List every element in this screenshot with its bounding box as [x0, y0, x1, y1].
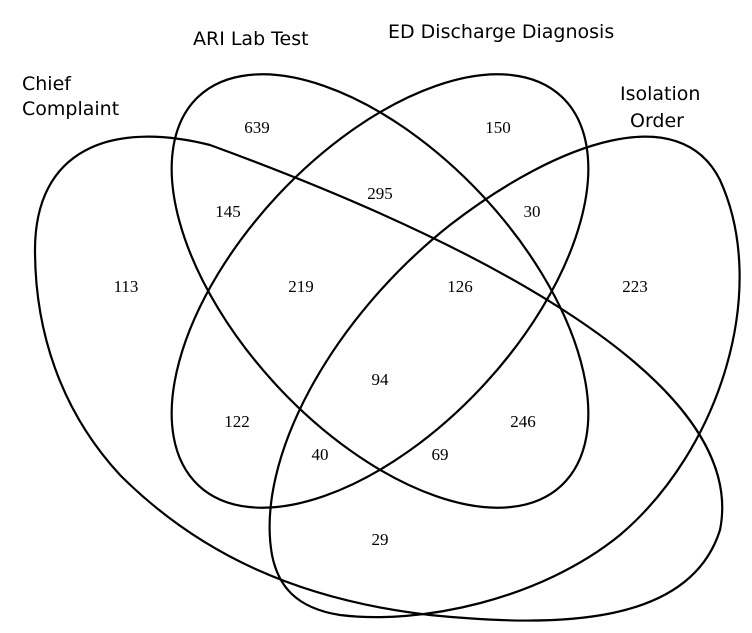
count-cc-iso: 29: [372, 530, 389, 549]
label-ed-discharge-diagnosis: ED Discharge Diagnosis: [388, 21, 614, 43]
ellipse-chief-complaint: [33, 135, 724, 622]
count-cc-lab-ed: 219: [288, 277, 314, 296]
count-all-four: 94: [372, 370, 390, 389]
count-cc-ed-iso: 40: [312, 445, 329, 464]
count-lab-only: 639: [244, 118, 270, 137]
ellipse-ed-discharge-diagnosis: [170, 73, 590, 509]
ellipse-ari-lab-test: [170, 73, 590, 509]
label-ari-lab-test-line1: ARI Lab Test: [193, 28, 309, 50]
count-lab-ed: 295: [367, 184, 393, 203]
count-cc-lab-iso: 69: [432, 445, 449, 464]
label-isolation-order-line2: Order: [630, 110, 684, 132]
count-lab-ed-iso: 126: [447, 277, 473, 296]
count-cc-ed: 122: [224, 412, 250, 431]
label-chief-complaint-line2: Complaint: [22, 98, 119, 120]
label-isolation-order: Isolation Order: [620, 83, 707, 132]
ellipse-isolation-order: [268, 135, 741, 619]
label-ari-lab-test: ARI Lab Test: [193, 28, 309, 50]
region-counts: 113 639 150 223 145 295 30 219 126 94 12…: [114, 118, 648, 549]
label-isolation-order-line1: Isolation: [620, 83, 700, 105]
label-ed-discharge-diagnosis-line1: ED Discharge Diagnosis: [388, 21, 614, 43]
count-iso-only: 223: [622, 277, 648, 296]
count-cc-only: 113: [114, 277, 139, 296]
label-chief-complaint-line1: Chief: [22, 73, 72, 95]
label-chief-complaint: Chief Complaint: [22, 73, 119, 120]
count-ed-only: 150: [485, 118, 511, 137]
count-cc-lab: 145: [215, 202, 241, 221]
count-ed-iso: 30: [524, 202, 541, 221]
count-lab-iso: 246: [510, 412, 536, 431]
